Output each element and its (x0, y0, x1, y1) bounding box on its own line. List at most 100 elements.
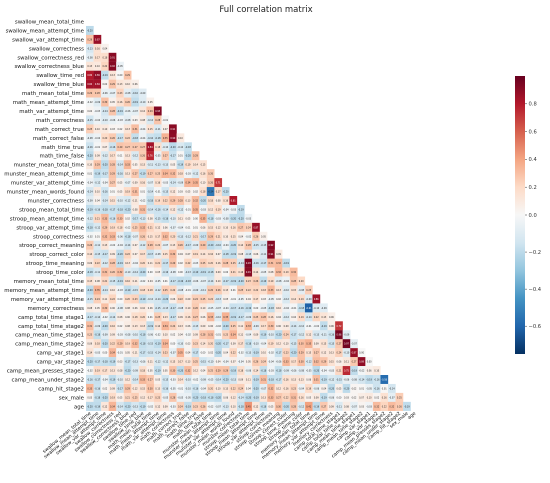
heatmap-cell (221, 303, 230, 313)
cell-value-label: -0.13 (162, 164, 168, 167)
y-tick-label: math_var_attempt_time (19, 109, 84, 115)
heatmap-cell (289, 348, 298, 358)
heatmap-cell (252, 231, 260, 241)
cell-value-label: -0.19 (366, 378, 372, 381)
cell-value-label: 0.13 (140, 325, 145, 328)
heatmap-cell (267, 276, 275, 286)
heatmap-cells: -0.200.29 0.87-0.13 0.16 0.04-0.08 0.17 0.18 0… (86, 25, 411, 411)
heatmap-cell (206, 178, 215, 188)
cell-value-label: 0.18 (95, 343, 100, 346)
heatmap-cell (131, 178, 139, 188)
heatmap-cell (146, 401, 155, 411)
heatmap-cell (237, 222, 245, 232)
cell-value-label: -0.17 (87, 316, 93, 319)
heatmap-cell (229, 321, 238, 331)
cell-value-label: -0.13 (215, 298, 221, 301)
cell-value-label: 0.33 (269, 289, 274, 292)
cell-value-label: 0.20 (208, 343, 213, 346)
heatmap-cell (380, 392, 389, 402)
cell-value-label: 0.17 (253, 298, 258, 301)
cell-value-label: 0.22 (110, 298, 115, 301)
cell-value-label: -0.20 (276, 334, 282, 337)
heatmap-cell (221, 294, 230, 304)
heatmap-cell (123, 115, 132, 125)
heatmap-cell (146, 124, 155, 134)
heatmap-cell (252, 294, 260, 304)
heatmap-cell (327, 375, 336, 385)
heatmap-cell (199, 160, 207, 170)
colorbar-tick-label: −0.4 (529, 287, 542, 293)
heatmap-cell (108, 258, 117, 268)
cell-value-label: -0.20 (215, 396, 221, 399)
heatmap-cell (93, 383, 102, 394)
cell-value-label: 0.19 (299, 316, 304, 319)
cell-value-label: -0.06 (117, 235, 123, 238)
cell-value-label: 0.17 (140, 253, 145, 256)
cell-value-label: 0.16 (185, 316, 190, 319)
heatmap-cell (206, 213, 215, 223)
heatmap-cell (372, 392, 381, 402)
heatmap-cell (176, 160, 185, 170)
cell-value-label: -0.09 (94, 325, 100, 328)
heatmap-cell (214, 178, 223, 188)
heatmap-cell (146, 187, 155, 197)
heatmap-cell (199, 401, 207, 411)
cell-value-label: 0.45 (246, 405, 251, 408)
cell-value-label: -0.01 (162, 119, 168, 122)
heatmap-cell (169, 178, 177, 188)
heatmap-cell (123, 321, 132, 331)
cell-value-label: 0.32 (170, 253, 175, 256)
cell-value-label: 0.27 (148, 173, 153, 176)
heatmap-cell (86, 312, 94, 322)
cell-value-label: 0.27 (125, 146, 130, 149)
cell-value-label: -0.12 (155, 289, 161, 292)
heatmap-cell (282, 330, 290, 340)
cell-value-label: -0.10 (117, 378, 123, 381)
heatmap-cell (237, 285, 245, 295)
cell-value-label: 0.18 (102, 56, 107, 59)
cell-value-label: 0.09 (253, 334, 258, 337)
cell-value-label: 0.17 (291, 361, 296, 364)
cell-value-label: 0.17 (148, 396, 153, 399)
cell-value-label: 0.32 (193, 199, 198, 202)
heatmap-cell (123, 294, 132, 304)
cell-value-label: -0.04 (283, 280, 289, 283)
heatmap-cell (297, 392, 306, 402)
cell-value-label: -0.04 (223, 307, 229, 310)
cell-value-label: -0.19 (132, 101, 138, 104)
cell-value-label: 0.24 (178, 405, 183, 408)
heatmap-cell (252, 258, 260, 268)
cell-value-label: 0.12 (125, 378, 130, 381)
cell-value-label: -0.20 (215, 343, 221, 346)
cell-value-label: 0.10 (216, 387, 221, 390)
cell-value-label: 0.00 (367, 361, 372, 364)
heatmap-cell (184, 392, 192, 402)
cell-value-label: 0.02 (352, 396, 357, 399)
heatmap-cell (86, 285, 94, 295)
heatmap-cell (335, 330, 343, 340)
heatmap-cell (108, 240, 117, 250)
heatmap-cell (123, 106, 132, 116)
cell-value-label: 0.02 (374, 396, 379, 399)
cell-value-label: 0.20 (125, 298, 130, 301)
heatmap-cell (176, 231, 185, 241)
heatmap-cell (123, 392, 132, 402)
cell-value-label: -0.20 (125, 370, 131, 373)
cell-value-label: -0.20 (230, 217, 236, 220)
heatmap-cell (191, 231, 200, 241)
cell-value-label: 0.05 (246, 361, 251, 364)
heatmap-cell (161, 321, 170, 331)
heatmap-cell (191, 285, 200, 295)
heatmap-cell (357, 348, 366, 358)
cell-value-label: -0.09 (283, 370, 289, 373)
cell-value-label: -0.20 (223, 325, 229, 328)
cell-value-label: 0.25 (231, 262, 236, 265)
cell-value-label: 0.00 (102, 352, 107, 355)
cell-value-label: -0.01 (215, 334, 221, 337)
heatmap-cell (176, 222, 185, 232)
heatmap-cell (199, 303, 207, 313)
y-tick-label: sex_male (59, 395, 85, 401)
cell-value-label: 0.02 (170, 334, 175, 337)
cell-value-label: 0.35 (95, 289, 100, 292)
cell-value-label: 0.26 (193, 307, 198, 310)
